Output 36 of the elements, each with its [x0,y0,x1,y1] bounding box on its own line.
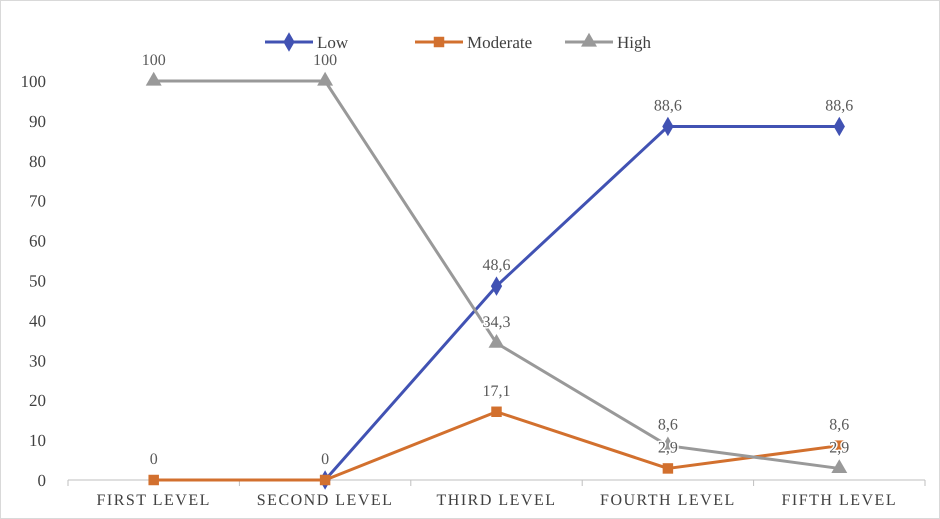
y-tick-label: 80 [29,152,46,171]
data-label: 100 [142,52,166,69]
point [491,406,502,418]
legend-label: High [617,32,652,52]
y-tick-label: 30 [29,351,46,370]
point [146,72,162,86]
point [320,474,330,486]
legend-label: Low [317,32,349,52]
x-tick-label: FOURTH LEVEL [600,492,736,509]
data-label: 88,6 [654,97,682,114]
y-tick-label: 100 [20,72,46,91]
data-label: 8,6 [658,416,678,434]
y-tick-label: 50 [29,271,46,290]
data-label: 48,6 [482,257,510,274]
y-tick-label: 70 [29,192,46,211]
data-label: 88,6 [825,97,854,114]
data-label: 0 [321,451,330,468]
x-tick-label: THIRD LEVEL [436,492,557,509]
data-label: 17,1 [482,382,510,400]
y-tick-label: 10 [29,431,46,450]
y-tick-label: 0 [38,470,46,490]
y-tick-label: 60 [29,232,46,251]
data-label: 100 [313,52,338,69]
x-tick-label: FIFTH LEVEL [781,492,898,509]
x-tick-label: FIRST LEVEL [96,492,211,509]
y-tick-label: 20 [29,391,46,410]
data-label: 8,6 [829,416,850,434]
data-label: 34,3 [482,314,510,332]
y-tick-label: 90 [29,112,46,131]
data-label: 0 [150,451,158,468]
point [317,72,334,86]
x-tick-label: SECOND LEVEL [256,492,394,509]
point [148,474,159,486]
legend-label: Moderate [467,32,532,52]
point [662,463,674,474]
y-tick-label: 40 [29,311,46,330]
